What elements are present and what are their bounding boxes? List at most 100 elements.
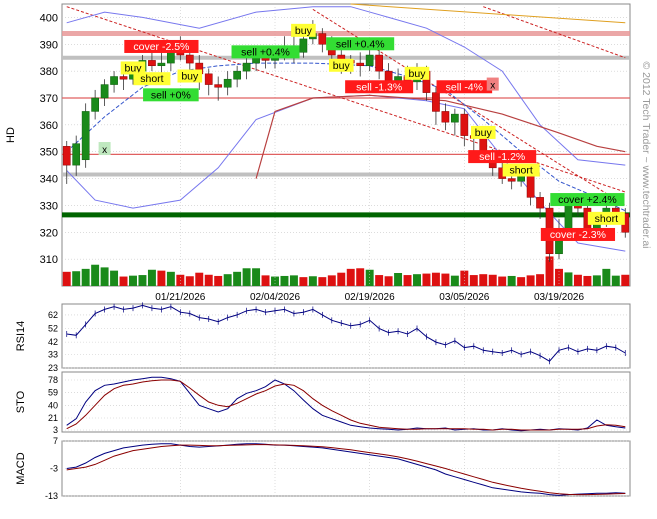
volume-bar [346,268,355,286]
volume-bar [384,276,393,286]
rsi-line [66,304,626,362]
trade-label: buy [333,60,351,72]
trade-label-bg [436,80,493,94]
trade-label: buy [409,68,427,80]
volume-bar [621,274,630,286]
price-tick-label: 350 [40,147,58,159]
trade-label-bg [345,80,414,94]
volume-bar [204,274,213,286]
trade-label-bg [124,39,199,53]
volume-bar [611,275,620,286]
volume-bar [460,270,469,286]
volume-bars [62,256,630,286]
trade-label-bg [468,150,537,164]
indicator-tick-label: -13 [45,491,58,501]
trade-label: sell -1.2% [479,151,525,163]
candle-body [375,54,383,72]
volume-bar [431,272,440,286]
volume-bar [214,275,223,286]
watermark: © 2012 Tech Trader ~ www.techtrader.ai [640,61,652,248]
candle-body [157,62,166,67]
price-tick-label: 400 [40,12,58,24]
volume-bar [422,273,431,286]
volume-bar [469,275,478,286]
price-tick-label: 370 [40,93,58,105]
volume-bar [280,275,289,286]
trade-label-bg [470,125,496,139]
macd-panel: -13 -3 7 MACD [15,436,631,501]
indicator-tick-label: 40 [48,400,58,410]
price-tick-label: 330 [40,200,58,212]
volume-bar [592,275,601,286]
trade-label: short [509,165,532,177]
rsi-panel: 23 33 42 52 62 RSI14 [15,302,631,373]
indicator-tick-label: -3 [50,464,58,474]
volume-bar [337,272,346,286]
indicator-tick-label: 78 [48,375,58,385]
candle-body [507,178,516,182]
upper-band-line [66,6,626,166]
candle-body [223,78,232,88]
trade-label: short [595,213,618,225]
volume-bar [119,276,128,286]
volume-bar [299,277,308,286]
trade-label-bg [133,72,171,86]
indicator-tick-label: 3 [53,425,58,435]
sto-panel: 3 21 40 59 78 STO [15,371,631,435]
volume-bar [261,275,270,286]
volume-bar [583,275,592,286]
volume-bar [233,271,242,286]
candle-body [441,111,450,123]
volume-bar [441,273,450,286]
candle-body [299,38,308,53]
volume-bar [507,275,516,286]
trade-label: sell -1.3% [356,81,402,93]
trade-label-bg [120,61,146,75]
candle-body [318,33,327,45]
volume-bar [318,277,327,286]
trade-label-bg [231,45,300,59]
volume-bar [72,271,81,286]
trade-label: short [140,73,163,85]
candle-body [100,84,109,99]
candle-body [365,54,374,67]
volume-bar [526,275,535,286]
x-mark-bg [98,142,111,156]
candle-body [451,113,459,123]
candle-body [81,111,90,161]
trade-label: buy [295,25,313,37]
trade-label-bg [291,23,316,37]
volume-bar [110,270,119,286]
trade-label-bg [502,163,540,177]
volume-bar [147,269,156,286]
volume-bar [488,274,497,286]
trade-label-bg [550,193,625,207]
price-frame [61,3,631,287]
volume-bar [100,267,109,286]
rsi-panel-frame [61,303,631,369]
volume-bar [308,276,317,286]
volume-bar [62,271,71,286]
trendline [350,3,626,24]
indicator-tick-label: 33 [48,349,58,359]
volume-bar [498,276,507,286]
trade-label-bg [404,66,430,80]
date-tick-label: 03/19/2026 [534,292,584,303]
volume-bar [289,275,298,286]
macd-signal-line [66,444,626,496]
sto-panel-frame [61,371,631,433]
volume-bar [271,276,279,286]
sto-d-line [66,379,626,431]
trade-label-bg [328,58,354,72]
trade-label: cover +2.4% [558,194,617,206]
x-mark: x [490,81,495,92]
candle-body [148,60,156,67]
volume-bar [129,275,137,286]
volume-bar [403,275,412,286]
x-mark-bg [486,77,499,91]
volume-bar [394,273,403,286]
trade-label: buy [125,62,143,74]
volume-bar [91,264,100,286]
volume-bar [517,277,526,286]
